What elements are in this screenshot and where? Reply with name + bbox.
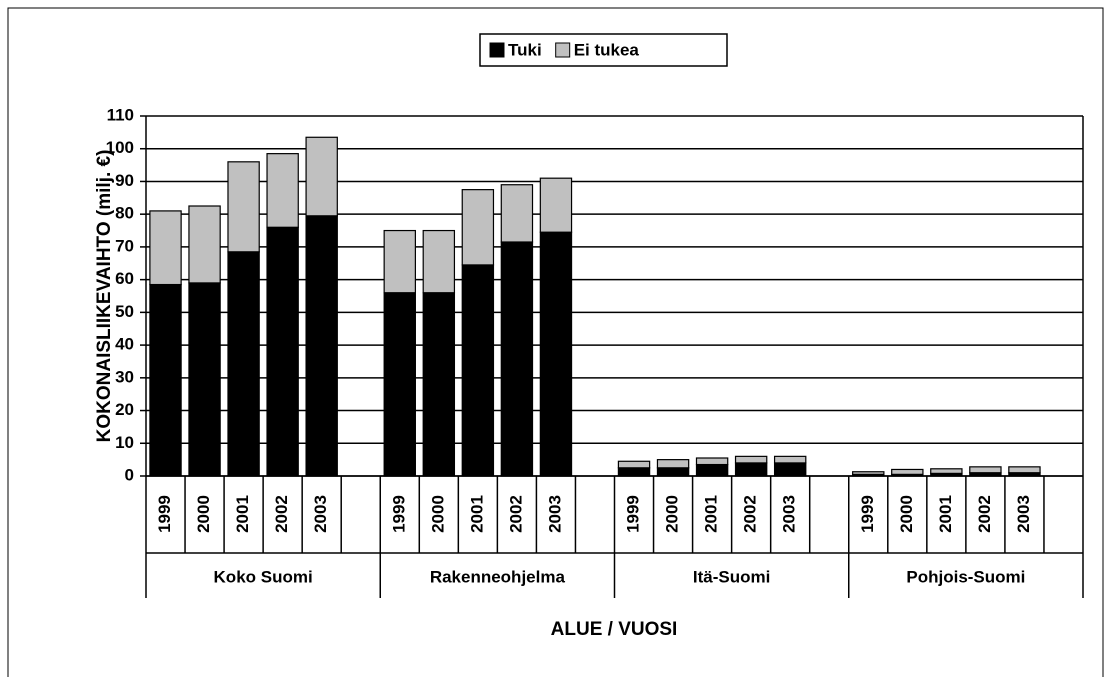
bar-segment [500, 241, 534, 477]
bar-segment [1008, 466, 1041, 474]
x-tick-label: 2002 [975, 495, 994, 533]
x-axis-title: ALUE / VUOSI [551, 619, 678, 640]
group-label: Pohjois-Suomi [906, 567, 1025, 586]
x-tick-label: 2003 [545, 495, 564, 533]
y-tick-label: 30 [115, 367, 134, 386]
bar-segment [617, 460, 651, 469]
bar-segment [852, 471, 885, 475]
legend-label: Tuki [508, 40, 542, 59]
bar-segment [891, 468, 924, 475]
x-tick-label: 2001 [467, 495, 486, 533]
bar-segment [773, 462, 807, 477]
bar-segment [305, 136, 338, 217]
bar-segment [305, 215, 338, 477]
bar-segment [656, 467, 690, 477]
bar-segment [383, 229, 416, 294]
bar-segment [461, 189, 495, 266]
group-label: Koko Suomi [214, 567, 313, 586]
bar-segment [539, 177, 573, 233]
group-label: Rakenneohjelma [430, 567, 566, 586]
bar-segment [188, 205, 221, 284]
legend-label: Ei tukea [574, 40, 640, 59]
x-tick-label: 1999 [155, 495, 174, 533]
x-tick-label: 2003 [780, 495, 799, 533]
x-tick-label: 2000 [897, 495, 916, 533]
legend-swatch [489, 42, 505, 58]
x-tick-label: 2003 [1014, 495, 1033, 533]
bar-segment [227, 251, 260, 477]
y-tick-label: 40 [115, 335, 134, 354]
bar-segment [266, 226, 299, 477]
bar-segment [695, 457, 729, 466]
bar-segment [149, 283, 182, 477]
x-tick-label: 2000 [663, 495, 682, 533]
bar-segment [383, 292, 416, 477]
bar-segment [656, 459, 690, 469]
x-tick-label: 2003 [311, 495, 330, 533]
y-tick-label: 70 [115, 236, 134, 255]
bar-segment [227, 161, 260, 253]
bar-segment [734, 455, 768, 464]
bar-segment [734, 462, 768, 477]
bar-segment [422, 229, 456, 294]
group-label: Itä-Suomi [693, 567, 770, 586]
bar-segment [969, 466, 1002, 474]
x-tick-label: 2002 [272, 495, 291, 533]
bar-segment [695, 463, 729, 477]
x-tick-label: 2001 [936, 495, 955, 533]
legend-box [479, 33, 728, 67]
frame [7, 7, 1104, 677]
y-tick-label: 50 [115, 302, 134, 321]
y-tick-label: 80 [115, 204, 134, 223]
y-tick-label: 90 [115, 171, 134, 190]
bar-segment [149, 210, 182, 286]
y-tick-label: 20 [115, 400, 134, 419]
bar-segment [500, 184, 534, 243]
x-tick-label: 1999 [389, 495, 408, 533]
bar-segment [773, 455, 807, 464]
y-axis-title: KOKONAISLIIKEVAIHTO (milj. €) [94, 150, 115, 443]
bar-segment [266, 153, 299, 228]
x-tick-label: 2001 [702, 495, 721, 533]
x-tick-label: 2002 [506, 495, 525, 533]
y-tick-label: 0 [125, 465, 134, 484]
y-tick-label: 110 [107, 105, 134, 124]
bar-segment [539, 231, 573, 477]
x-tick-label: 2000 [194, 495, 213, 533]
x-tick-label: 1999 [858, 495, 877, 533]
y-tick-label: 100 [106, 138, 134, 157]
bar-segment [188, 282, 221, 477]
bar-segment [930, 468, 963, 474]
bar-segment [617, 467, 651, 477]
x-tick-label: 1999 [624, 495, 643, 533]
x-tick-label: 2002 [741, 495, 760, 533]
bar-segment [461, 264, 495, 477]
bar-segment [422, 292, 456, 477]
legend-swatch [555, 42, 571, 58]
y-tick-label: 10 [115, 433, 134, 452]
y-tick-label: 60 [115, 269, 134, 288]
x-tick-label: 2000 [428, 495, 447, 533]
x-tick-label: 2001 [233, 495, 252, 533]
